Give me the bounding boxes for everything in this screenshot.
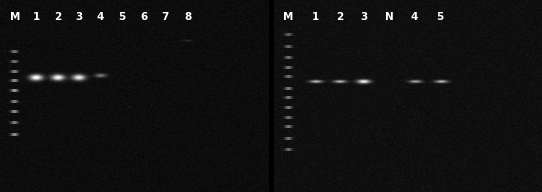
Text: 2: 2	[336, 12, 343, 22]
Text: 1: 1	[312, 12, 319, 22]
Text: 1: 1	[33, 12, 40, 22]
Text: N: N	[385, 12, 393, 22]
Text: 8: 8	[184, 12, 191, 22]
Text: 5: 5	[436, 12, 444, 22]
Text: M: M	[283, 12, 294, 22]
Text: 3: 3	[75, 12, 83, 22]
Text: 5: 5	[119, 12, 126, 22]
Text: 7: 7	[162, 12, 169, 22]
Text: 4: 4	[411, 12, 418, 22]
Text: 4: 4	[97, 12, 104, 22]
Text: M: M	[10, 12, 20, 22]
Text: 2: 2	[54, 12, 61, 22]
Text: 3: 3	[360, 12, 367, 22]
Text: 6: 6	[140, 12, 147, 22]
